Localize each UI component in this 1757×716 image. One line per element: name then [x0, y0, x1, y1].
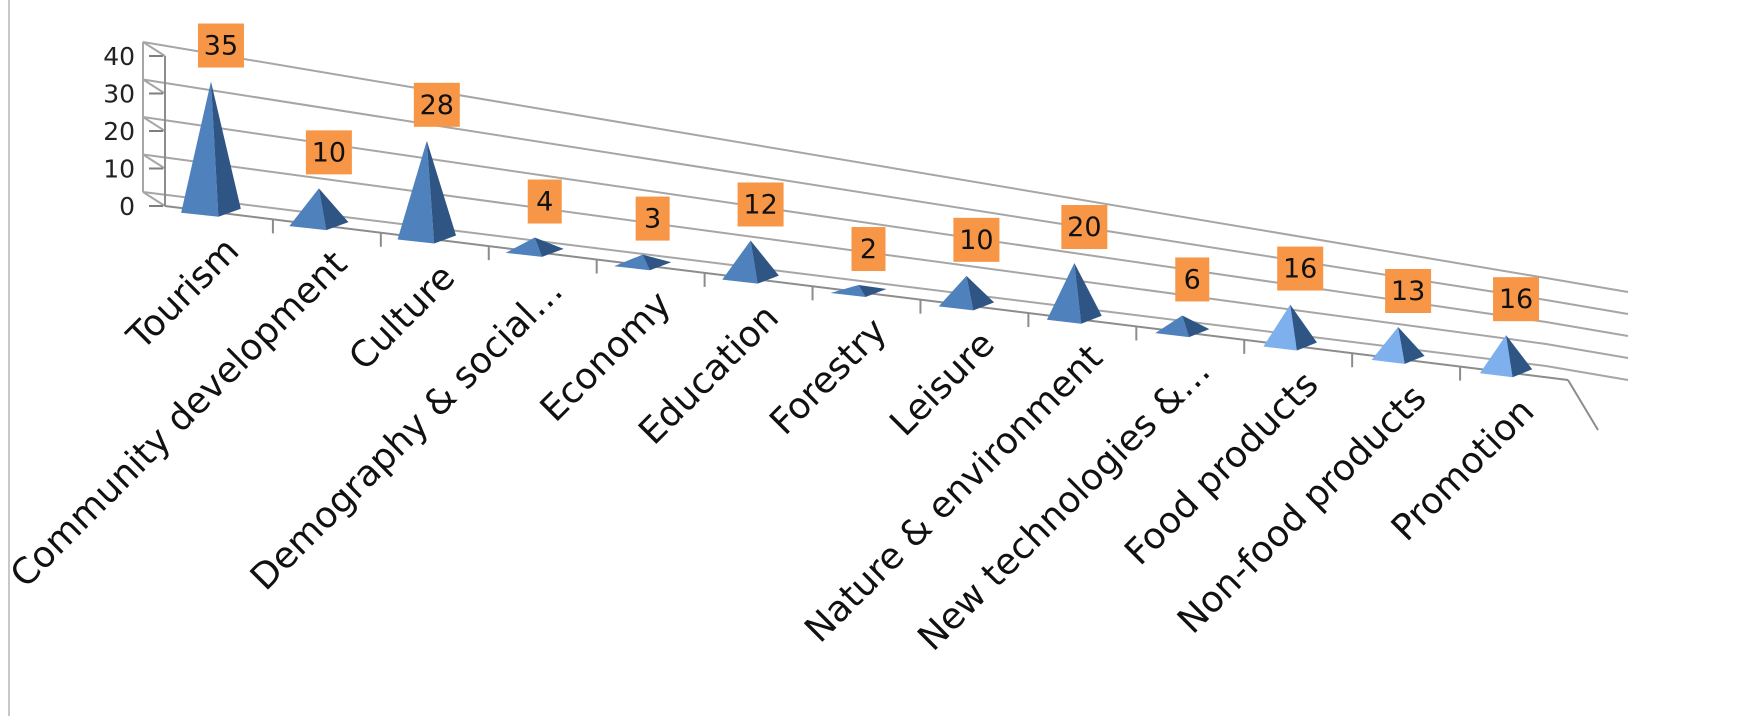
data-label-5: 12: [737, 182, 784, 227]
data-label-text-12: 16: [1499, 284, 1533, 315]
bar-face-side-10: [1290, 304, 1317, 351]
bar-10: [1263, 304, 1317, 351]
bar-face-front-9: [1155, 315, 1190, 338]
bar-face-side-3: [534, 237, 564, 257]
data-label-box-5: [737, 182, 784, 227]
data-label-box-9: [1175, 257, 1210, 302]
bar-face-side-8: [1074, 263, 1102, 324]
data-label-8: 20: [1061, 205, 1108, 250]
data-label-text-4: 3: [644, 204, 661, 235]
data-label-text-7: 10: [959, 225, 993, 256]
data-label-box-10: [1277, 246, 1324, 291]
gridline-40: [142, 41, 1629, 293]
data-label-text-6: 2: [860, 234, 877, 265]
bar-4: [614, 254, 672, 271]
gridline-20: [142, 116, 1629, 337]
bar-face-side-7: [966, 275, 995, 311]
data-label-4: 3: [635, 196, 670, 241]
data-label-box-1: [305, 130, 352, 175]
bar-face-front-4: [614, 254, 650, 271]
bar-face-side-4: [642, 254, 672, 271]
data-label-box-12: [1493, 277, 1540, 322]
data-label-1: 10: [305, 130, 352, 175]
bar-11: [1371, 326, 1425, 364]
data-label-10: 16: [1277, 246, 1324, 291]
bar-9: [1155, 315, 1210, 338]
data-label-9: 6: [1175, 257, 1210, 302]
x-tick-label-7: Leisure: [882, 324, 1002, 444]
bar-face-side-9: [1182, 315, 1210, 338]
data-label-text-2: 28: [420, 90, 454, 121]
data-label-text-9: 6: [1184, 264, 1201, 295]
gridline-0: [142, 191, 1629, 381]
bar-8: [1046, 263, 1102, 324]
y-tick-label-20: 20: [103, 117, 135, 146]
data-label-2: 28: [413, 82, 460, 127]
bar-face-side-2: [426, 140, 457, 244]
data-label-12: 16: [1493, 277, 1540, 322]
data-label-text-10: 16: [1283, 254, 1317, 285]
data-label-text-11: 13: [1391, 276, 1425, 307]
bar-face-front-10: [1263, 304, 1297, 351]
bar-face-side-1: [318, 188, 349, 231]
bar-6: [830, 285, 887, 297]
bar-2: [397, 140, 457, 244]
data-label-box-7: [953, 217, 1000, 262]
floor-right-edge: [1567, 379, 1599, 431]
bar-face-front-6: [830, 285, 866, 297]
bar-12: [1479, 335, 1533, 378]
bar-0: [181, 81, 241, 217]
gridline-30: [142, 78, 1629, 315]
bar-5: [722, 240, 779, 284]
bar-face-side-12: [1506, 335, 1533, 378]
bar-face-side-5: [750, 240, 779, 284]
bar-face-side-0: [210, 81, 241, 217]
data-label-box-8: [1061, 205, 1108, 250]
bar-7: [938, 275, 995, 311]
bar-face-side-6: [858, 285, 887, 297]
data-label-box-6: [851, 227, 886, 272]
data-label-6: 2: [851, 227, 886, 272]
bar-face-front-8: [1046, 263, 1082, 324]
bar-face-front-5: [722, 240, 758, 284]
bar-face-side-11: [1398, 326, 1425, 364]
data-label-text-5: 12: [743, 189, 777, 220]
data-label-3: 4: [527, 179, 562, 224]
data-label-box-3: [527, 179, 562, 224]
data-label-box-4: [635, 196, 670, 241]
data-label-box-0: [197, 23, 244, 68]
data-label-7: 10: [953, 217, 1000, 262]
data-label-text-8: 20: [1067, 212, 1101, 243]
y-tick-label-30: 30: [103, 80, 135, 109]
bar-face-front-3: [505, 237, 542, 257]
data-label-text-0: 35: [204, 31, 238, 62]
x-tick-label-0: Tourism: [119, 230, 247, 358]
y-tick-label-40: 40: [103, 42, 135, 71]
x-tick-label-2: Culture: [342, 257, 464, 379]
bar-3: [505, 237, 564, 257]
y-tick-label-10: 10: [103, 155, 135, 184]
bar-face-front-2: [397, 140, 435, 244]
bar-face-front-11: [1371, 326, 1405, 364]
data-label-text-3: 4: [536, 187, 553, 218]
data-label-box-11: [1385, 268, 1432, 313]
data-label-box-2: [413, 82, 460, 127]
data-label-0: 35: [197, 23, 244, 68]
gridline-10: [142, 153, 1629, 359]
bar-face-front-12: [1479, 335, 1513, 378]
data-label-text-1: 10: [312, 137, 346, 168]
bar-face-front-7: [938, 275, 974, 311]
bar-1: [289, 188, 349, 231]
y-tick-label-0: 0: [119, 192, 135, 221]
bar-face-front-0: [181, 81, 219, 217]
data-label-11: 13: [1385, 268, 1432, 313]
bar-face-front-1: [289, 188, 327, 231]
